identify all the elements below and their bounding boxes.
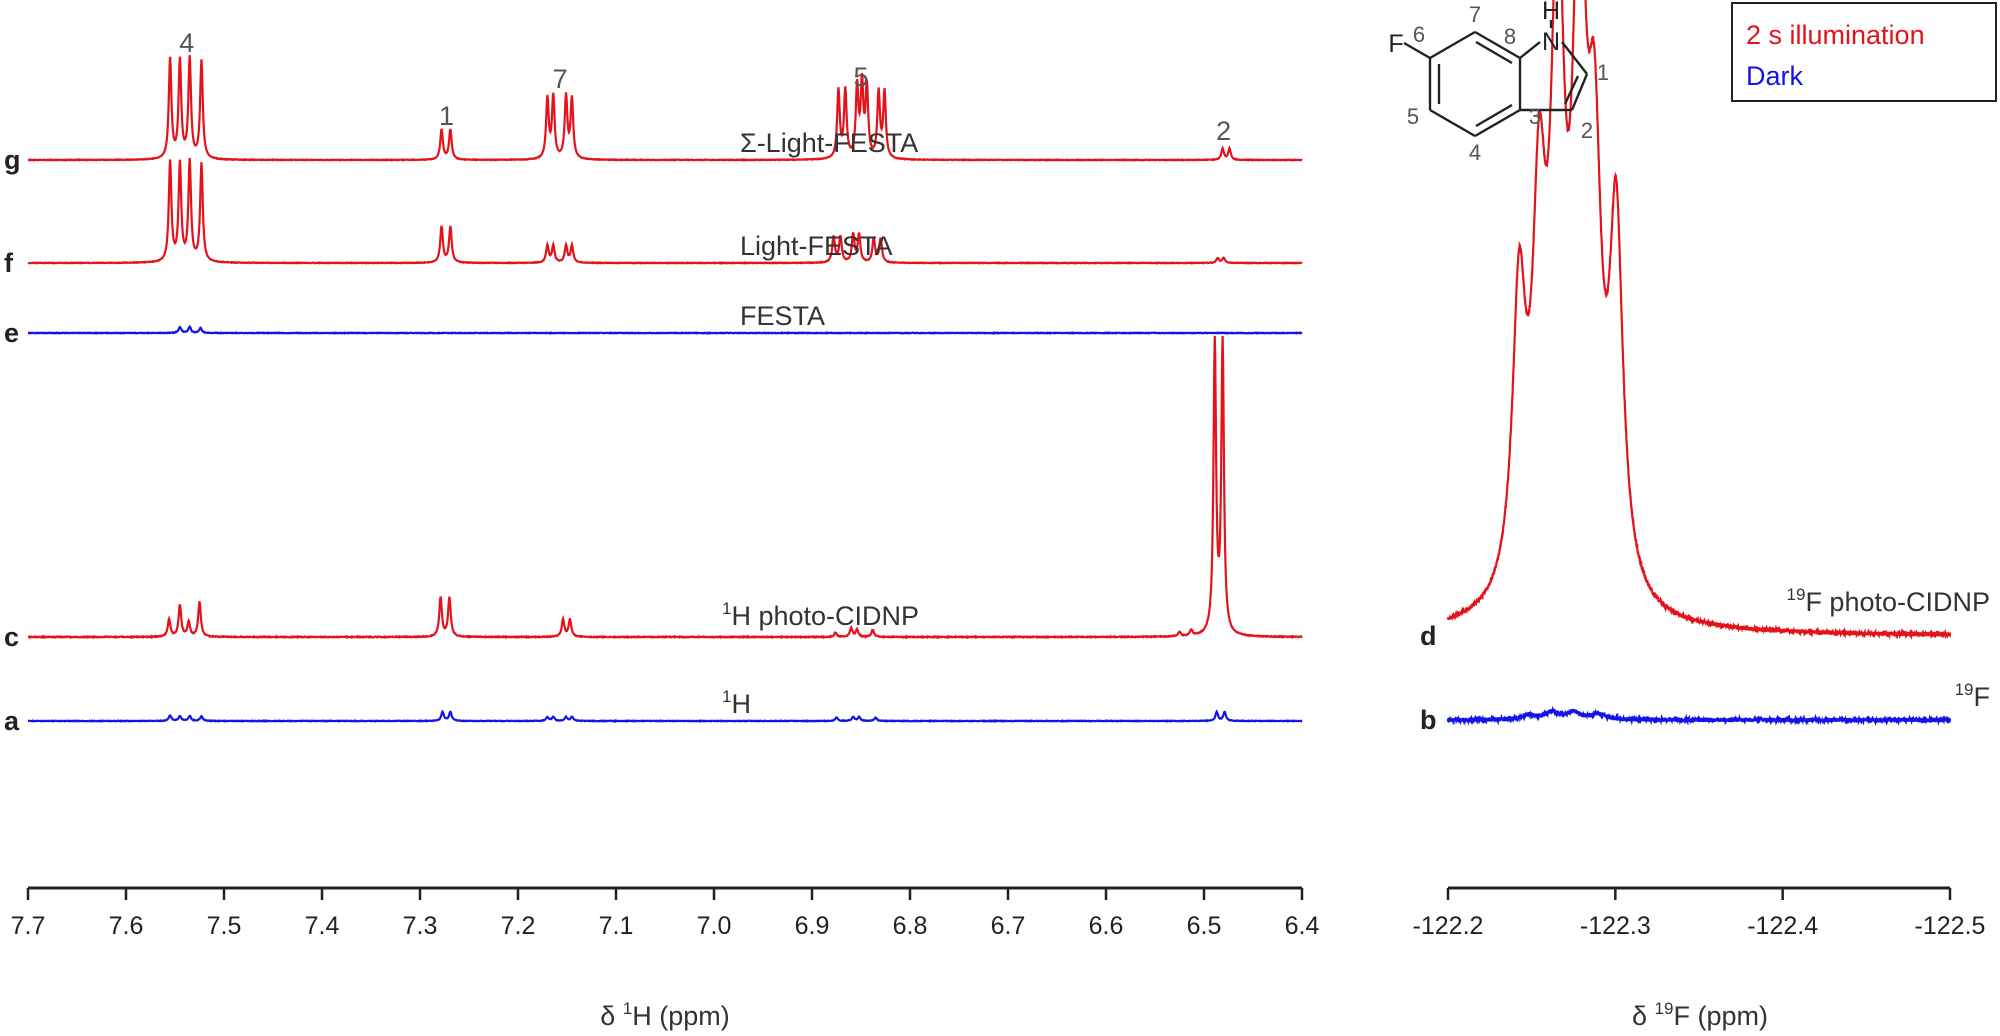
bond-c6-f	[1403, 41, 1431, 60]
peak-label-1: 1	[439, 101, 454, 131]
position-number-3: 3	[1529, 104, 1541, 129]
proton-traces: g Σ-Light-FESTA f Light-FESTA e FESTA c 1H phot…	[4, 55, 1303, 736]
fluorine-tick-label: -122.3	[1580, 912, 1651, 940]
legend-box	[1731, 2, 1997, 102]
proton-trace-label-f: Light-FESTA	[740, 231, 893, 261]
atom-n: N	[1542, 28, 1560, 56]
fluoroindole-structure	[1403, 20, 1589, 138]
bond-c6-c7	[1429, 30, 1476, 60]
position-number-2: 2	[1581, 118, 1593, 143]
proton-trace-f	[27, 158, 1303, 265]
fluorine-trace-b	[1446, 705, 1952, 727]
fluorine-traces: d 19F photo-CIDNP b 19F	[1420, 0, 1990, 735]
proton-tick-label: 6.4	[1285, 912, 1320, 940]
proton-tick-label: 7.0	[697, 912, 732, 940]
proton-trace-e	[27, 324, 1303, 335]
position-number-7: 7	[1469, 2, 1481, 27]
proton-tick-label: 6.7	[991, 912, 1026, 940]
fluorine-tick-label: -122.4	[1747, 912, 1818, 940]
bond-c2-c3-inner	[1563, 75, 1580, 105]
peak-label-7: 7	[553, 64, 568, 94]
bond-c7-c7a	[1474, 30, 1521, 60]
fluorine-trace-d	[1446, 0, 1952, 640]
proton-tick-label: 7.1	[599, 912, 634, 940]
proton-trace-letter-g: g	[4, 145, 21, 175]
proton-trace-label-e: FESTA	[740, 301, 825, 331]
proton-x-ticks: 7.7 7.6 7.5 7.4 7.3 7.2 7.1 7.0 6.9 6.8 6.7 6.6 6.5 6…	[11, 888, 1320, 940]
fluorine-trace-label-b: 19F	[1955, 680, 1990, 712]
proton-tick-label: 6.8	[893, 912, 928, 940]
proton-trace-letter-c: c	[4, 622, 19, 652]
proton-trace-g	[27, 55, 1303, 162]
legend: 2 s illumination Dark	[1731, 2, 1997, 102]
proton-tick-label: 6.5	[1187, 912, 1222, 940]
proton-trace-letter-e: e	[4, 318, 19, 348]
proton-tick-label: 7.6	[109, 912, 144, 940]
proton-tick-label: 7.5	[207, 912, 242, 940]
bond-c2-c3	[1570, 73, 1589, 111]
proton-spectra-panel: 7.7 7.6 7.5 7.4 7.3 7.2 7.1 7.0 6.9 6.8 6.7 6.6 6.5 6…	[4, 28, 1319, 1031]
proton-trace-label-g: Σ-Light-FESTA	[740, 128, 918, 158]
proton-tick-label: 7.3	[403, 912, 438, 940]
fluorine-spectra-panel: -122.2 -122.3 -122.4 -122.5 d 19F photo-CIDN…	[1413, 0, 1990, 1031]
atom-f: F	[1388, 30, 1403, 58]
bond-c7-c7a-inner	[1475, 40, 1513, 65]
proton-trace-letter-a: a	[4, 706, 20, 736]
fluorine-x-ticks: -122.2 -122.3 -122.4 -122.5	[1413, 888, 1986, 940]
proton-tick-label: 7.2	[501, 912, 536, 940]
fluorine-x-axis-title: δ 19F (ppm)	[1632, 999, 1768, 1031]
proton-peak-labels: 4 1 7 5 2	[179, 28, 1231, 146]
proton-trace-a	[27, 709, 1303, 723]
proton-trace-label-a: 1H	[722, 687, 751, 719]
proton-trace-c	[27, 335, 1303, 640]
fluorine-trace-label-d: 19F photo-CIDNP	[1787, 585, 1990, 617]
position-number-5: 5	[1407, 104, 1419, 129]
position-number-4: 4	[1469, 140, 1481, 165]
bond-n1-c2	[1561, 41, 1588, 75]
atom-h: H	[1542, 0, 1560, 25]
peak-label-4: 4	[179, 28, 194, 58]
peak-label-5: 5	[853, 62, 868, 92]
bond-c4-c5	[1429, 108, 1476, 138]
fluorine-trace-letter-d: d	[1420, 621, 1437, 651]
proton-tick-label: 6.6	[1089, 912, 1124, 940]
legend-item-illumination: 2 s illumination	[1746, 20, 1925, 50]
proton-x-axis-title: δ 1H (ppm)	[600, 999, 730, 1031]
bond-c7a-n1	[1519, 41, 1541, 59]
proton-tick-label: 7.7	[11, 912, 46, 940]
fluorine-tick-label: -122.5	[1915, 912, 1986, 940]
proton-trace-letter-f: f	[4, 248, 14, 278]
legend-item-dark: Dark	[1746, 61, 1804, 91]
proton-trace-label-c: 1H photo-CIDNP	[722, 599, 919, 631]
bond-c3a-c4	[1474, 108, 1521, 138]
structure-labels: F N H 1 2 3 4 5 6 7 8	[1388, 0, 1609, 165]
fluorine-tick-label: -122.2	[1413, 912, 1484, 940]
proton-tick-label: 7.4	[305, 912, 340, 940]
proton-tick-label: 6.9	[795, 912, 830, 940]
position-number-1: 1	[1597, 60, 1609, 85]
bond-c3a-c4-inner	[1475, 103, 1513, 128]
peak-label-2: 2	[1216, 116, 1231, 146]
fluorine-trace-letter-b: b	[1420, 705, 1437, 735]
position-number-8: 8	[1504, 24, 1516, 49]
position-number-6: 6	[1413, 22, 1425, 47]
